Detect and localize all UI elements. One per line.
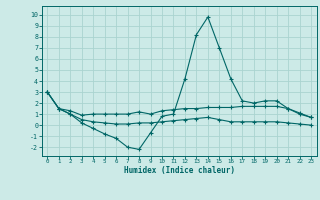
X-axis label: Humidex (Indice chaleur): Humidex (Indice chaleur) xyxy=(124,166,235,175)
